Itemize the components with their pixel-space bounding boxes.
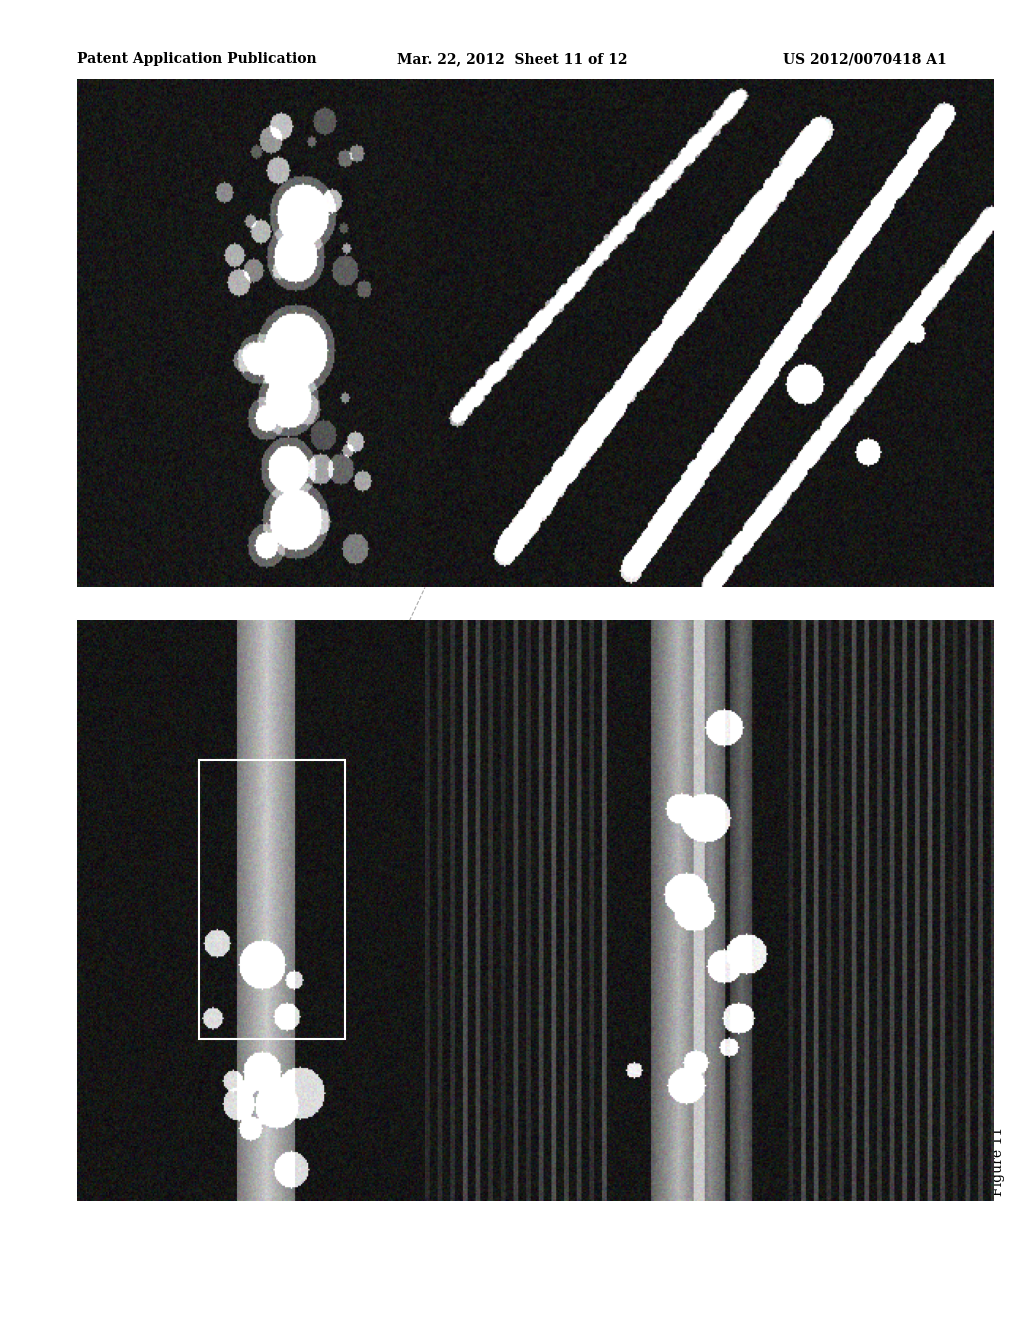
Text: Mar. 22, 2012  Sheet 11 of 12: Mar. 22, 2012 Sheet 11 of 12 (396, 53, 628, 66)
Text: Patent Application Publication: Patent Application Publication (77, 53, 316, 66)
Text: Figure 11: Figure 11 (991, 1127, 1006, 1196)
Text: US 2012/0070418 A1: US 2012/0070418 A1 (783, 53, 947, 66)
Bar (199, 760, 345, 1039)
